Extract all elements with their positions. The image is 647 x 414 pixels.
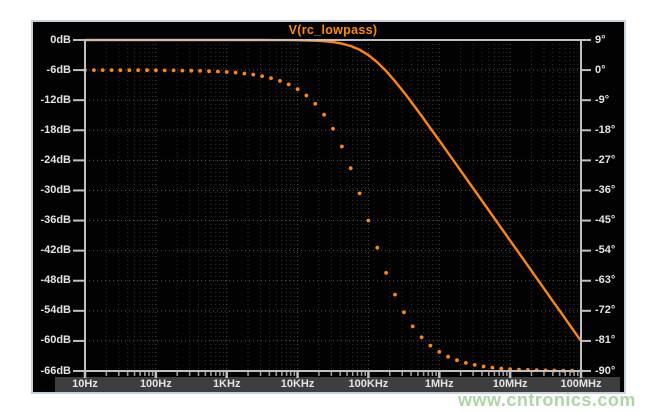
x-axis-label-band bbox=[55, 377, 620, 392]
y-right-tick-label: 9° bbox=[595, 33, 606, 46]
x-tick-label: 1KHz bbox=[212, 378, 241, 390]
y-right-tick-label: -72° bbox=[595, 304, 616, 317]
trace-title: V(rc_lowpass) bbox=[288, 23, 378, 37]
y-left-tick-label: -12dB bbox=[40, 93, 71, 106]
y-left-tick-label: -60dB bbox=[40, 334, 71, 347]
y-left-tick-label: -48dB bbox=[40, 274, 71, 287]
y-left-tick-label: 0dB bbox=[50, 33, 71, 46]
y-right-tick-label: -27° bbox=[595, 153, 616, 166]
y-right-tick-label: -81° bbox=[595, 334, 616, 347]
plot-panel bbox=[31, 20, 626, 394]
y-left-tick-label: -66dB bbox=[40, 364, 71, 377]
y-left-tick-label: -42dB bbox=[40, 244, 71, 257]
y-right-tick-label: 0° bbox=[595, 63, 606, 76]
y-right-tick-label: -18° bbox=[595, 123, 616, 136]
x-tick-label: 1MHz bbox=[424, 378, 454, 390]
y-right-tick-label: -9° bbox=[595, 93, 610, 106]
y-right-tick-label: -90° bbox=[595, 364, 616, 377]
y-left-tick-label: -30dB bbox=[40, 183, 71, 196]
y-left-tick-label: -36dB bbox=[40, 214, 71, 227]
y-right-tick-label: -36° bbox=[595, 183, 616, 196]
y-left-tick-label: -18dB bbox=[40, 123, 71, 136]
y-right-tick-label: -45° bbox=[595, 214, 616, 227]
x-tick-label: 10MHz bbox=[492, 378, 528, 390]
y-right-tick-label: -63° bbox=[595, 274, 616, 287]
y-left-tick-label: -6dB bbox=[46, 63, 71, 76]
y-right-tick-label: -54° bbox=[595, 244, 616, 257]
watermark: www.cntronics.com bbox=[458, 390, 636, 410]
y-left-tick-label: -24dB bbox=[40, 153, 71, 166]
x-tick-label: 10KHz bbox=[280, 378, 315, 390]
x-tick-label: 100Hz bbox=[139, 378, 172, 390]
x-tick-label: 100KHz bbox=[348, 378, 389, 390]
x-tick-label: 100MHz bbox=[560, 378, 602, 390]
y-left-tick-label: -54dB bbox=[40, 304, 71, 317]
x-tick-label: 10Hz bbox=[72, 378, 98, 390]
